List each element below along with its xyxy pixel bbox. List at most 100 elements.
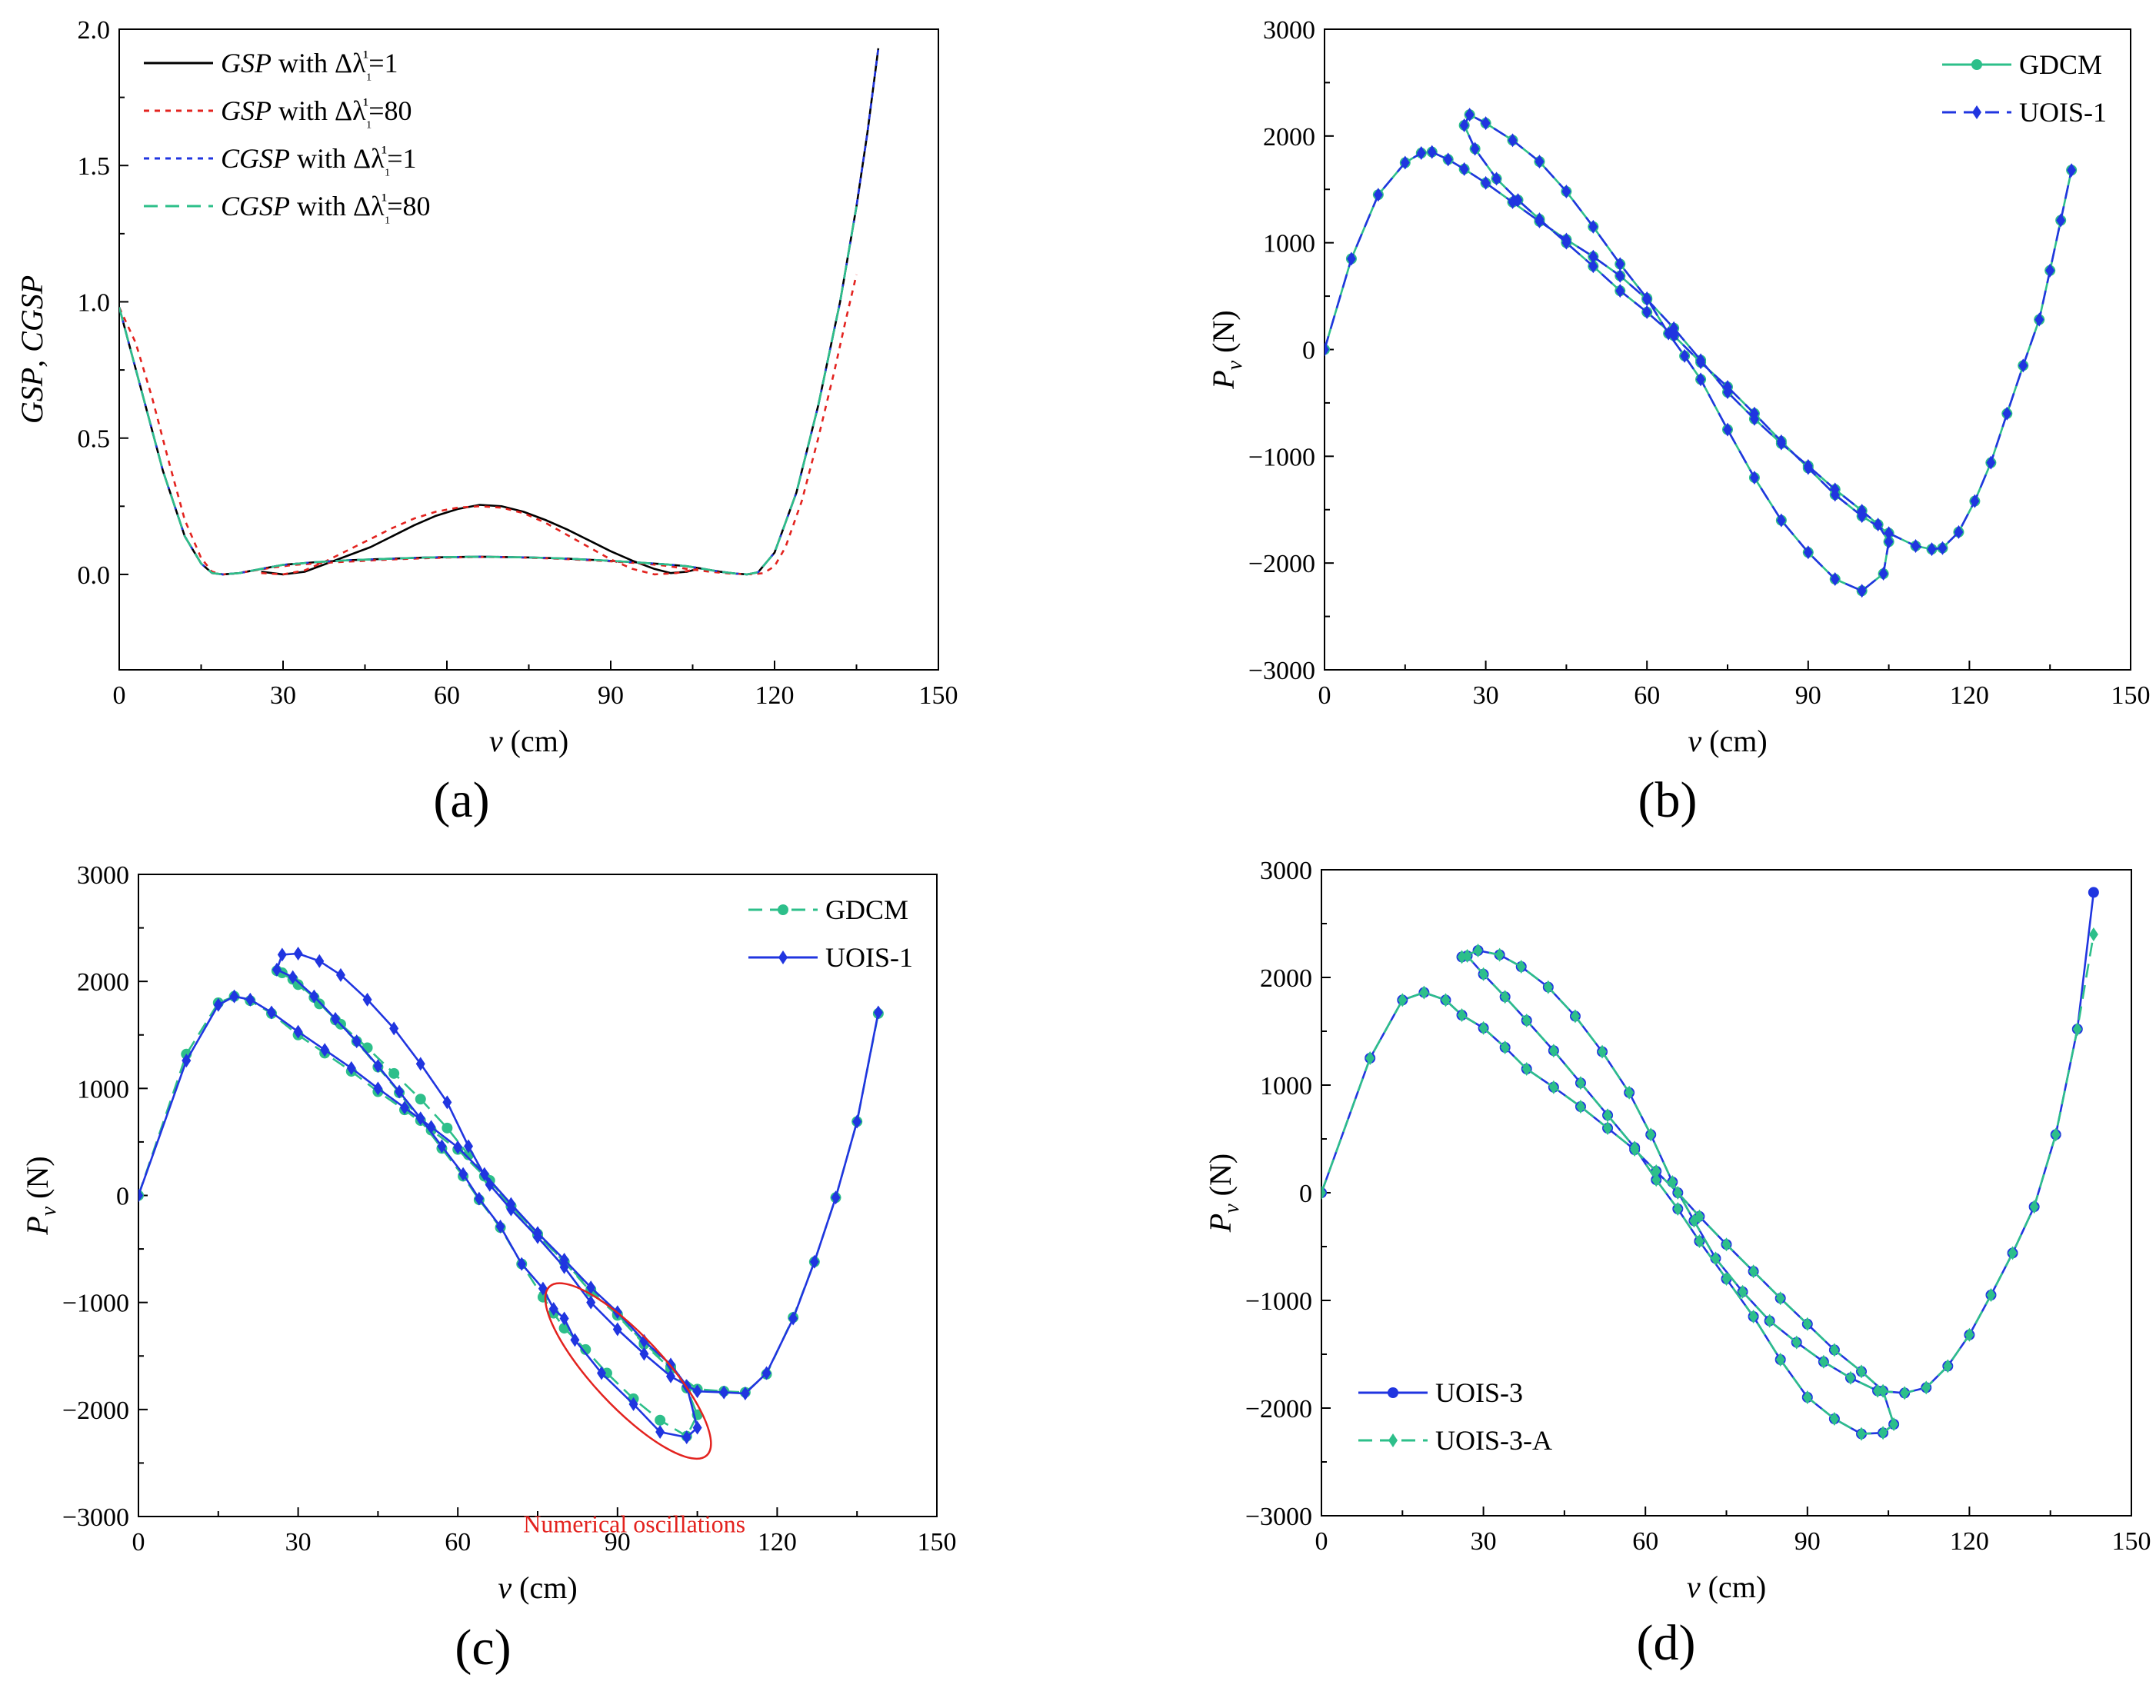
data-point [1570,1009,1580,1024]
data-point [1696,355,1706,370]
data-point [1535,212,1545,227]
y-tick-label: 3000 [1260,857,1312,885]
data-point [1775,1291,1785,1306]
data-point [1459,161,1469,176]
data-point [1802,1317,1812,1331]
data-point [506,1202,516,1217]
data-point [1561,185,1571,199]
data-point [1470,142,1480,156]
data-point [1651,1164,1661,1178]
data-point [331,1011,341,1026]
data-point [1900,1386,1910,1400]
data-point [1500,990,1510,1004]
legend-marker [1388,1433,1398,1447]
data-point [362,1042,373,1054]
y-tick-label: −1000 [62,1290,129,1318]
data-point [1830,571,1840,586]
data-point [362,992,372,1007]
data-point [1954,524,1964,539]
series-uois-1 [138,946,883,1445]
legend-marker [778,904,788,915]
data-point [788,1311,798,1326]
data-point [761,1366,771,1380]
data-point [1651,1173,1661,1187]
data-point [1603,1121,1613,1135]
data-point [1603,1108,1613,1123]
data-point [1673,1186,1683,1200]
y-tick-label: 0 [1302,337,1315,365]
series-line [119,48,880,576]
data-point [1543,980,1553,994]
x-tick-label: 90 [605,1528,631,1557]
data-point [1857,1427,1866,1441]
data-point [1986,455,1996,470]
data-point [1921,1380,1931,1395]
plot-area [1325,108,2078,598]
data-point [2051,1127,2061,1142]
data-point [288,970,298,984]
series-line [261,504,698,576]
data-point [314,998,325,1010]
y-axis-label: GSP, CGSP [15,275,49,424]
x-tick-label: 0 [1318,681,1331,710]
y-tick-label: 2000 [77,968,129,997]
x-tick-label: 150 [2112,1527,2151,1556]
legend-label: UOIS-3 [1435,1377,1523,1408]
panel-label: (b) [1638,772,1698,828]
data-point [1818,1354,1828,1369]
data-point [1598,1044,1608,1059]
data-point [1668,1175,1678,1189]
legend-marker [1972,105,1981,119]
data-point [485,1177,495,1192]
data-point [1443,152,1453,167]
data-point [1857,509,1867,524]
data-point [559,1260,569,1274]
legend-marker [1971,59,1982,70]
x-axis-label: v (cm) [1687,1570,1766,1604]
data-point [495,1219,505,1234]
data-point [1830,488,1840,502]
data-point [1575,1100,1585,1114]
data-point [580,1343,591,1355]
data-point [1673,1202,1683,1216]
series-line [119,206,858,576]
data-point [740,1386,750,1400]
x-tick-label: 0 [1315,1527,1328,1556]
legend-label: UOIS-1 [825,942,913,973]
x-tick-label: 60 [1634,681,1660,710]
data-point [692,1420,702,1435]
legend-label: GDCM [825,894,908,925]
data-point [138,1188,143,1203]
data-point [458,1167,468,1181]
data-point [1803,545,1813,560]
data-point [1462,949,1472,963]
y-tick-label: 0 [116,1183,129,1211]
panel-label: (a) [433,772,489,828]
y-tick-label: 3000 [77,861,129,890]
data-point [873,1005,883,1020]
data-point [2088,887,2099,898]
x-tick-label: 90 [1795,681,1821,710]
series-gsp-with-80 [119,274,858,576]
x-tick-label: 150 [919,681,958,710]
data-point [1749,406,1759,421]
data-point [586,1295,596,1310]
data-point [2018,358,2028,373]
panel-a: 0 30 60 90 120 150 0.0 0.5 1.0 1.5 2.0 v (cm) GSP, C… [15,16,958,828]
data-point [597,1366,607,1380]
data-point [655,1425,665,1440]
series-uois-3-a [1321,927,2098,1441]
data-point [612,1322,622,1337]
data-point [1521,1014,1531,1027]
plot-area [1321,887,2099,1441]
data-point [1615,284,1625,298]
data-point [1911,538,1921,553]
data-point [352,1034,362,1049]
data-point [666,1369,675,1383]
data-point [2029,1200,2039,1214]
data-point [335,967,345,982]
data-point [2002,406,2012,421]
data-point [1646,1127,1656,1142]
panel-b: 0 30 60 90 120 150 −3000 −2000 −1000 0 1000 2000 300… [1206,16,2151,828]
data-point [400,1100,409,1115]
